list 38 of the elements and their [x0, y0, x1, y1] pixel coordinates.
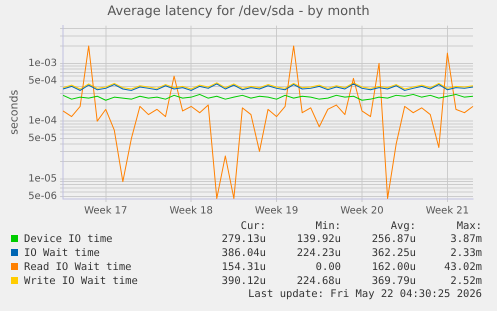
text: 139.92u [296, 232, 342, 246]
x-tick-label: Week 17 [84, 206, 128, 217]
text: Cur: [240, 220, 267, 232]
legend-label: Read IO Wait time [24, 261, 132, 273]
text: Avg: [390, 220, 417, 232]
y-tick-label: 5e-06 [28, 190, 58, 202]
text: Last update: Fri May 22 04:30:25 2026 [247, 288, 483, 300]
text: 0.00 [314, 260, 342, 274]
text: 386.04u [220, 246, 267, 260]
y-tick-label: 1e-05 [28, 174, 58, 185]
x-tick-label: Week 19 [254, 206, 298, 217]
text: 43.02m [443, 260, 483, 274]
x-tick-label: Week 20 [340, 206, 384, 217]
y-tick-label: 5e-04 [28, 75, 58, 86]
legend-label: Device IO time [24, 233, 113, 245]
text: 256.87u [370, 232, 417, 246]
text: 224.23u [296, 246, 342, 260]
text: Min: [314, 220, 342, 232]
text: 2.33m [449, 246, 483, 260]
y-tick-label: 1e-04 [28, 116, 58, 127]
x-tick-label: Week 18 [170, 206, 213, 217]
y-axis-title: seconds [7, 90, 20, 135]
legend-label: Write IO Wait time [24, 275, 138, 287]
text: 390.12u [220, 274, 267, 288]
y-tick-label: 1e-03 [28, 58, 58, 69]
chart-title: Average latency for /dev/sda - by month [107, 4, 370, 20]
y-tick-label: 5e-05 [28, 133, 58, 144]
text: 162.00u [370, 260, 417, 274]
text: 279.13u [220, 232, 267, 246]
text: 369.79u [370, 274, 417, 288]
text: 3.87m [449, 232, 483, 246]
text: 362.25u [370, 246, 417, 260]
text: 154.31u [220, 260, 267, 274]
text: Max: [456, 220, 483, 232]
text: 2.52m [449, 274, 483, 288]
x-tick-label: Week 21 [426, 206, 470, 217]
legend-label: IO Wait time [24, 247, 100, 259]
text: 224.68u [296, 274, 342, 288]
